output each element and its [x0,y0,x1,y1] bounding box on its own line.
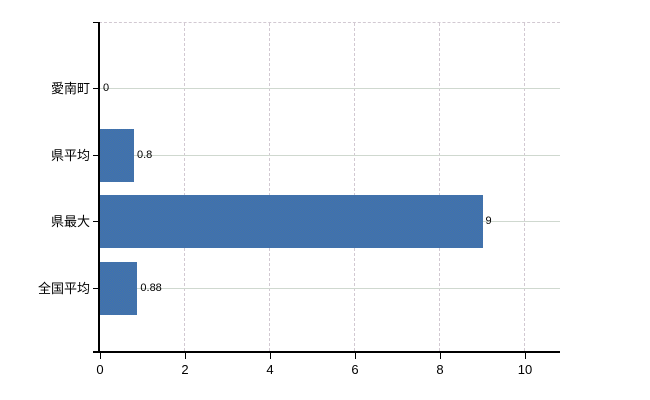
y-axis-tick [93,221,99,222]
horizontal-gridline [100,88,560,89]
bar [100,195,483,248]
vertical-gridline [354,23,355,351]
y-axis-tick [93,21,99,23]
x-axis-tick-label: 8 [436,362,444,377]
x-axis-tick-label: 6 [351,362,359,377]
x-axis-tick-label: 2 [181,362,189,377]
plot-area-top-border [99,22,560,23]
x-axis-tick [269,353,271,359]
x-axis-tick [439,353,441,359]
x-axis-tick [354,353,356,359]
horizontal-gridline [100,154,560,156]
x-axis-line [93,351,560,353]
x-axis-tick-label: 4 [266,362,274,377]
bar-value-label: 0.88 [140,281,162,294]
x-axis-tick [99,353,101,359]
vertical-gridline [439,23,440,351]
y-axis-tick [93,154,99,156]
y-axis-line [98,22,100,352]
bar [100,261,138,315]
y-axis-tick [93,287,99,289]
y-axis-tick [93,88,99,89]
x-axis-tick-label: 10 [517,362,533,377]
horizontal-gridline [100,287,560,289]
category-label: 全国平均 [37,280,90,296]
vertical-gridline [524,23,525,351]
x-axis-tick-label: 0 [96,362,104,377]
bar-value-label: 0.8 [137,148,153,161]
category-label: 県最大 [50,214,90,229]
category-label: 愛南町 [50,81,90,96]
vertical-gridline [184,23,185,351]
bar [100,128,134,182]
category-label: 県平均 [50,147,90,163]
x-axis-tick [184,353,186,359]
x-axis-tick [524,353,526,359]
vertical-gridline [269,23,270,351]
bar-value-label: 0 [103,82,110,94]
bar-value-label: 9 [485,215,492,227]
